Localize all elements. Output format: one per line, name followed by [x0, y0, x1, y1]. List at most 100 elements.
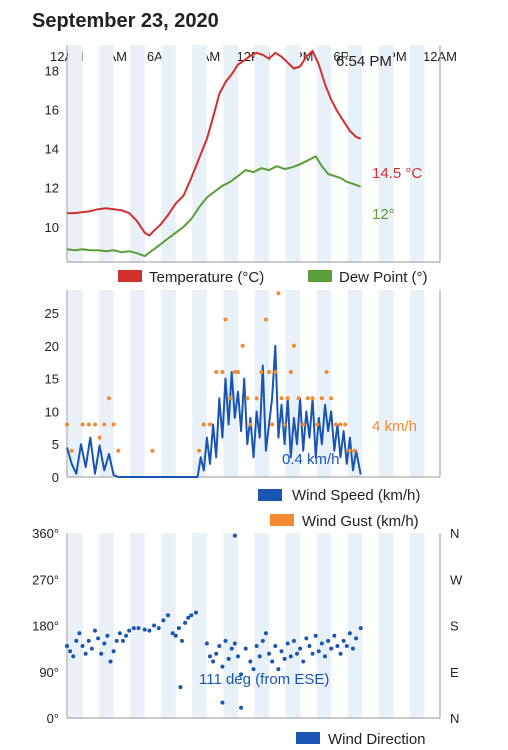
data-point [108, 659, 113, 664]
data-point [83, 651, 88, 656]
data-point [279, 649, 284, 654]
series-line [66, 344, 362, 478]
data-point [102, 641, 107, 646]
data-point [338, 422, 343, 427]
data-point [285, 641, 290, 646]
series-line [66, 155, 362, 258]
data-point [273, 644, 278, 649]
hour-band [99, 45, 114, 262]
compass-label: N [450, 711, 459, 726]
data-point [211, 659, 216, 664]
data-point [347, 631, 352, 636]
wind-panel: 0 5 10 15 20 25 0.4 km/h 4 km/h [45, 290, 441, 485]
data-point [243, 646, 248, 651]
y-tick-label: 360° [32, 526, 59, 541]
data-point [235, 370, 240, 375]
data-point [347, 448, 352, 453]
data-point [341, 638, 346, 643]
y-tick-label: 14 [45, 142, 59, 157]
data-point [313, 633, 318, 638]
data-point [251, 667, 256, 672]
wind-legend: Wind Speed (km/h) Wind Gust (km/h) [258, 487, 420, 530]
data-point [80, 644, 85, 649]
data-point [279, 396, 284, 401]
legend-swatch-wind-gust [270, 514, 294, 526]
data-point [207, 654, 212, 659]
data-point [65, 644, 69, 649]
y-tick-label: 25 [45, 306, 59, 321]
hour-band [347, 45, 363, 262]
compass-label: W [450, 572, 463, 587]
data-point [99, 651, 104, 656]
data-point [92, 422, 97, 427]
legend-swatch-wind-speed [258, 489, 282, 501]
data-point [193, 610, 198, 615]
data-point [338, 651, 343, 656]
hour-band [347, 290, 363, 477]
data-point [333, 422, 338, 427]
data-point [248, 659, 253, 664]
data-point [197, 448, 202, 453]
hour-band [378, 290, 394, 477]
series-line [67, 49, 362, 237]
data-point [228, 396, 233, 401]
legend-label-temperature: Temperature (°C) [149, 269, 264, 286]
data-point [239, 705, 244, 710]
data-point [114, 638, 119, 643]
data-point [204, 641, 209, 646]
data-point [186, 615, 191, 620]
data-point [259, 370, 264, 375]
data-point [77, 631, 82, 636]
current-value-label: 12° [372, 206, 395, 223]
data-point [150, 448, 155, 453]
legend-label-dew-point: Dew Point (°) [339, 269, 428, 286]
data-point [189, 613, 194, 618]
hour-band [161, 290, 176, 477]
data-point [267, 651, 272, 656]
data-point [319, 396, 324, 401]
direction-legend: Wind Direction [296, 731, 426, 748]
data-point [254, 644, 259, 649]
data-point [282, 422, 287, 427]
data-point [285, 396, 290, 401]
y-tick-label: 16 [45, 103, 59, 118]
y-tick-label: 0° [47, 711, 59, 726]
hour-band [409, 290, 425, 477]
data-point [276, 667, 281, 672]
data-point [276, 291, 281, 296]
hour-band [99, 533, 114, 718]
hour-band [192, 290, 207, 477]
hour-band [285, 45, 301, 262]
data-point [267, 370, 272, 375]
current-value-label: 4 km/h [372, 418, 417, 435]
hour-band [68, 290, 83, 477]
data-point [124, 633, 129, 638]
data-point [354, 636, 359, 641]
hour-band [378, 533, 394, 718]
data-point [131, 626, 136, 631]
hour-band [316, 533, 332, 718]
data-point [69, 448, 74, 453]
hour-band [254, 533, 270, 718]
data-point [136, 626, 141, 631]
current-time-label: 6:54 PM [336, 53, 392, 70]
legend-label-wind-gust: Wind Gust (km/h) [302, 513, 419, 530]
data-point [68, 649, 73, 654]
current-value-label: 14.5 °C [372, 165, 422, 182]
data-point [111, 422, 116, 427]
data-point [291, 343, 296, 348]
data-point [166, 613, 171, 618]
temperature-panel: 10 12 14 16 18 14.5 °C 12° [45, 45, 441, 263]
y-tick-label: 20 [45, 339, 59, 354]
data-point [288, 370, 293, 375]
hour-band [409, 45, 425, 262]
data-point [105, 633, 110, 638]
current-value-label: 111 deg (from ESE) [199, 671, 329, 688]
y-tick-label: 90° [39, 665, 59, 680]
data-point [102, 422, 107, 427]
wind-direction-panel: 0° 90° 180° 270° 360° N E S W N 111 deg (from ESE) [32, 526, 463, 726]
data-point [183, 620, 188, 625]
data-point [248, 422, 253, 427]
data-point [257, 654, 262, 659]
data-point [176, 626, 181, 631]
